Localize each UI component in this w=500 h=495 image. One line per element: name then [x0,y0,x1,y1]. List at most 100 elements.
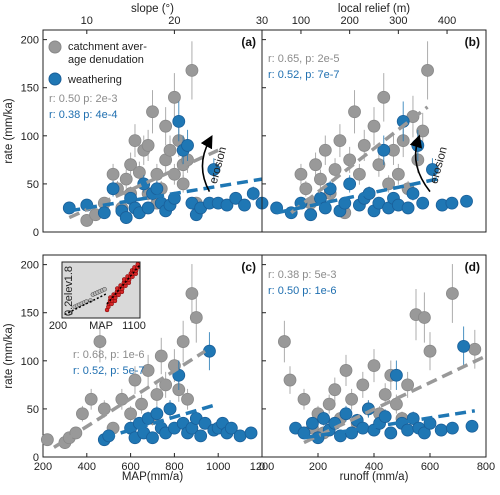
point-blue [106,182,120,196]
point-gray [421,64,434,77]
point-blue [304,208,318,222]
point-blue [445,196,459,210]
erosion-arrow [409,134,431,193]
x-tick-label: 400 [438,15,456,27]
point-gray [128,134,142,148]
panel-c: 0 50 100 150 200 200 400 600 800 1000 1200 MAP(mm/a… [3,254,274,483]
point-gray [124,158,138,172]
legend-marker-blue [48,72,62,86]
y-tick-label: 100 [21,356,39,368]
point-gray [348,105,361,119]
point-gray [93,335,107,348]
inset-y-tick: 0.2 [63,301,75,316]
point-gray [389,397,403,411]
point-blue [416,196,430,210]
stat-gray: r: 0.65, p: 2e-5 [268,53,340,65]
point-gray [343,153,357,167]
fit-line-blue [68,177,263,213]
point-gray [163,143,177,157]
x-tick-label: 0 [259,461,265,473]
point-gray [124,407,138,421]
point-blue [426,163,439,176]
point-gray [318,143,332,157]
point-blue [244,426,258,440]
point-blue [229,191,243,205]
point-gray [352,167,366,181]
point-gray [328,163,342,176]
x-tick-label: 1000 [206,461,230,473]
x-axis-label: local relief (m) [338,3,410,15]
stat-blue: r: 0.52, p: 7e-7 [268,69,340,81]
point-gray [299,182,313,196]
point-blue [220,198,234,212]
point-blue [224,421,238,435]
point-blue [203,344,216,358]
point-gray [277,335,291,348]
x-tick-label: 200 [309,461,327,473]
point-blue [246,187,260,200]
point-gray [106,167,120,181]
fit-line-gray [53,349,206,449]
point-gray [185,64,199,77]
stat-gray: r: 0.68, p: 1e-6 [73,349,145,361]
stat-gray: r: 0.38 p: 5e-3 [268,269,337,281]
point-gray [167,90,181,104]
point-gray [401,378,415,392]
point-blue [146,431,159,445]
point-gray [40,433,54,447]
y-axis-label: rate (mm/ka) [3,98,15,163]
fit-line-gray [290,105,429,215]
erosion-arrow [200,135,213,192]
x-axis-label: slope (°) [131,3,174,15]
point-blue [343,177,357,191]
point-blue [305,416,319,430]
stat-blue: r: 0.52, p: 5e-7 [73,365,145,377]
x-tick-label: 800 [165,461,183,473]
y-tick-label: 100 [21,131,39,143]
y-tick-label: 50 [27,404,39,416]
point-gray [314,172,327,186]
point-blue [465,419,479,433]
inset-x-label: MAP [89,320,113,332]
fit-line-blue [303,409,476,440]
point-gray [128,373,142,387]
point-blue [207,163,221,176]
point-gray [189,311,203,324]
x-tick-label: 400 [78,461,96,473]
point-gray [176,335,190,348]
point-gray [339,364,353,377]
point-blue [406,187,420,200]
point-gray [297,392,311,406]
panel-label: (b) [465,35,480,49]
x-tick-label: 600 [421,461,439,473]
point-gray [115,392,129,406]
point-blue [172,114,186,128]
point-gray [391,167,405,181]
point-gray [159,119,173,133]
panel-label: (d) [465,260,480,274]
stat-gray: r: 0.50 p: 2e-3 [49,93,118,105]
point-gray [159,378,173,392]
point-blue [233,429,247,443]
x-tick-label: 30 [256,15,268,27]
fit-line-blue [276,177,438,215]
inset-x-tick: 200 [49,320,67,332]
point-gray [135,397,148,411]
point-gray [445,287,459,300]
panel-d: 0 200 400 600 800 runoff (mm/a) (d) r: 0.38 p: … [259,254,495,483]
point-gray [357,139,371,152]
point-gray [417,311,431,324]
point-blue [401,423,415,437]
panel-frame-b [261,29,487,233]
y-tick-label: 150 [21,308,39,320]
point-gray [356,378,370,392]
inset-y-tick: 1.8 [63,266,75,281]
point-gray [185,287,199,300]
point-gray [378,388,392,401]
legend-label-gray-2: age denudation [68,54,144,66]
point-blue [62,201,76,215]
point-gray [76,407,89,421]
point-blue [317,412,331,425]
x-tick-label: 20 [168,15,180,27]
